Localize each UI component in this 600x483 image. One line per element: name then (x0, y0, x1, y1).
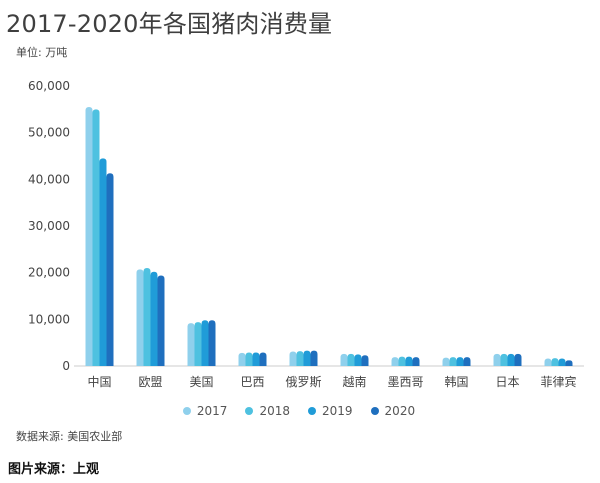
y-tick-label: 10,000 (28, 312, 70, 326)
bar-2020-越南 (361, 355, 369, 366)
bar-2020-韩国 (463, 357, 471, 366)
bar-2017-韩国 (442, 357, 450, 366)
legend: 2017 2018 2019 2020 (6, 404, 592, 418)
bar-2017-菲律宾 (544, 358, 552, 366)
legend-item-2020: 2020 (370, 404, 416, 418)
bar-2017-俄罗斯 (289, 351, 297, 366)
bar-2018-越南 (347, 353, 355, 366)
y-tick-label: 0 (62, 359, 70, 373)
bar-2019-俄罗斯 (303, 350, 311, 366)
x-tick-label: 菲律宾 (540, 374, 576, 389)
bar-2020-菲律宾 (565, 360, 573, 366)
bar-2019-欧盟 (150, 271, 158, 366)
bar-2020-美国 (208, 320, 216, 366)
bar-2020-巴西 (259, 352, 267, 366)
y-tick-label: 50,000 (28, 126, 70, 140)
bar-2017-美国 (187, 323, 195, 366)
legend-swatch (182, 407, 191, 415)
bar-2018-巴西 (245, 352, 253, 366)
bar-2019-中国 (99, 158, 107, 366)
bar-2020-日本 (514, 353, 522, 366)
legend-item-2017: 2017 (182, 404, 228, 418)
bar-2017-中国 (85, 107, 93, 366)
x-tick-label: 巴西 (240, 375, 264, 389)
bar-2020-中国 (106, 173, 114, 366)
bar-2017-越南 (340, 353, 348, 366)
x-tick-label: 墨西哥 (387, 375, 423, 389)
x-tick-label: 韩国 (444, 374, 468, 389)
bar-2018-菲律宾 (551, 358, 559, 366)
bar-chart: 0 10,000 20,000 30,000 40,000 50,000 60,000 中国 欧… (28, 79, 584, 389)
legend-swatch (308, 407, 316, 415)
bar-2018-日本 (500, 353, 508, 366)
y-tick-label: 30,000 (28, 219, 70, 233)
bar-2017-墨西哥 (391, 357, 399, 366)
bar-2017-日本 (493, 353, 501, 366)
legend-label: 2018 (259, 404, 290, 418)
legend-label: 2017 (196, 404, 228, 418)
bar-2020-欧盟 (157, 275, 165, 366)
chart-figure: 2017-2020年各国猪肉消费量 单位: 万吨 0 10,000 20,000 30… (6, 4, 592, 450)
legend-swatch (370, 407, 379, 415)
legend-item-2018: 2018 (245, 404, 290, 418)
image-caption: 图片来源：上观 (8, 462, 100, 477)
legend-label: 2019 (322, 404, 353, 418)
y-tick-label: 40,000 (28, 172, 70, 186)
y-tick-label: 20,000 (28, 266, 70, 280)
bar-2018-美国 (194, 322, 202, 366)
bar-2020-俄罗斯 (310, 350, 318, 366)
bar-2019-菲律宾 (558, 358, 566, 366)
source-note: 数据来源: 美国农业部 (16, 430, 123, 443)
bar-2017-欧盟 (136, 269, 144, 366)
bar-2018-韩国 (449, 357, 457, 366)
x-tick-label: 中国 (87, 374, 111, 389)
bar-2019-日本 (507, 353, 515, 366)
legend-item-2019: 2019 (308, 404, 353, 418)
bar-2020-墨西哥 (412, 357, 420, 366)
bar-2019-越南 (354, 354, 362, 366)
bar-2018-墨西哥 (398, 356, 406, 366)
unit-label: 单位: 万吨 (16, 46, 68, 59)
x-tick-label: 日本 (495, 375, 519, 389)
y-tick-label: 60,000 (28, 79, 70, 93)
bar-2017-巴西 (238, 352, 246, 366)
bar-2018-俄罗斯 (296, 351, 304, 366)
bar-2018-中国 (92, 109, 100, 366)
x-tick-label: 欧盟 (138, 375, 162, 389)
bar-2019-墨西哥 (405, 356, 413, 366)
x-tick-label: 越南 (342, 374, 366, 389)
x-tick-label: 俄罗斯 (285, 375, 321, 389)
bar-2018-欧盟 (143, 268, 151, 366)
chart-title: 2017-2020年各国猪肉消费量 (6, 10, 333, 38)
bar-2019-韩国 (456, 357, 464, 366)
bar-2019-美国 (201, 320, 209, 366)
legend-label: 2020 (384, 404, 416, 418)
legend-swatch (245, 407, 254, 415)
x-tick-label: 美国 (189, 375, 213, 389)
bar-2019-巴西 (252, 352, 260, 366)
